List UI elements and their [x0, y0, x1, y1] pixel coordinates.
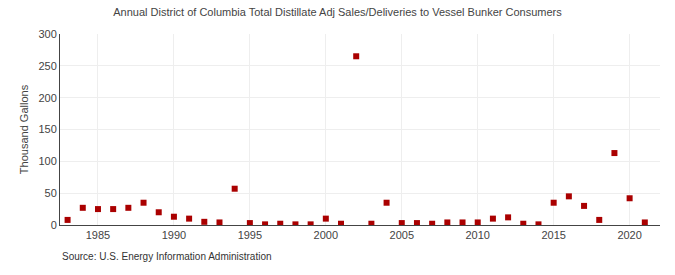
svg-text:100: 100 [38, 155, 56, 167]
svg-text:150: 150 [38, 123, 56, 135]
svg-text:200: 200 [38, 92, 56, 104]
svg-text:Annual District of Columbia To: Annual District of Columbia Total Distil… [113, 6, 562, 18]
svg-text:1995: 1995 [238, 229, 262, 241]
svg-text:1985: 1985 [86, 229, 110, 241]
svg-text:2020: 2020 [617, 229, 641, 241]
svg-text:250: 250 [38, 60, 56, 72]
svg-text:0: 0 [51, 219, 57, 231]
svg-text:Thousand Gallons: Thousand Gallons [18, 84, 30, 174]
svg-text:2000: 2000 [314, 229, 338, 241]
svg-text:50: 50 [45, 187, 57, 199]
svg-text:Source: U.S. Energy Informatio: Source: U.S. Energy Information Administ… [62, 251, 272, 262]
svg-text:2010: 2010 [465, 229, 489, 241]
svg-text:2005: 2005 [390, 229, 414, 241]
svg-text:2015: 2015 [541, 229, 565, 241]
svg-text:300: 300 [38, 28, 56, 40]
svg-text:1990: 1990 [162, 229, 186, 241]
